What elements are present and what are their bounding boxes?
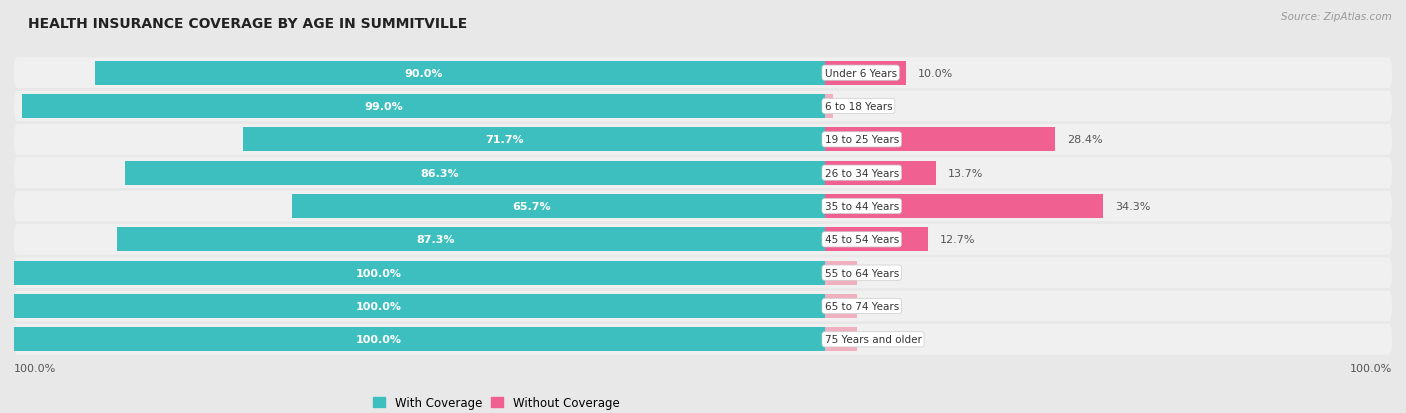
Text: 100.0%: 100.0%: [14, 363, 56, 373]
Text: 100.0%: 100.0%: [356, 268, 402, 278]
Bar: [292, 195, 824, 218]
FancyBboxPatch shape: [14, 291, 1392, 322]
Text: HEALTH INSURANCE COVERAGE BY AGE IN SUMMITVILLE: HEALTH INSURANCE COVERAGE BY AGE IN SUMM…: [28, 17, 467, 31]
Text: 28.4%: 28.4%: [1067, 135, 1102, 145]
Bar: [125, 161, 824, 185]
Text: 35 to 44 Years: 35 to 44 Years: [824, 202, 898, 211]
Text: 99.0%: 99.0%: [364, 102, 402, 112]
FancyBboxPatch shape: [14, 258, 1392, 288]
Bar: [14, 328, 824, 351]
Text: 100.0%: 100.0%: [356, 335, 402, 344]
Bar: [824, 95, 832, 119]
FancyBboxPatch shape: [14, 324, 1392, 355]
Text: 65.7%: 65.7%: [512, 202, 551, 211]
Text: 0.0%: 0.0%: [869, 335, 897, 344]
Bar: [824, 294, 858, 318]
Text: 86.3%: 86.3%: [420, 168, 460, 178]
Bar: [117, 228, 824, 252]
Text: 13.7%: 13.7%: [948, 168, 983, 178]
Bar: [824, 261, 858, 285]
Text: 100.0%: 100.0%: [1350, 363, 1392, 373]
Text: 6 to 18 Years: 6 to 18 Years: [824, 102, 893, 112]
Text: 10.0%: 10.0%: [918, 69, 953, 78]
FancyBboxPatch shape: [14, 158, 1392, 189]
Bar: [14, 261, 824, 285]
FancyBboxPatch shape: [14, 125, 1392, 155]
Text: 87.3%: 87.3%: [416, 235, 454, 245]
Bar: [824, 328, 858, 351]
Text: 19 to 25 Years: 19 to 25 Years: [824, 135, 898, 145]
Bar: [824, 62, 905, 85]
Bar: [824, 128, 1054, 152]
Text: 34.3%: 34.3%: [1115, 202, 1150, 211]
Text: 26 to 34 Years: 26 to 34 Years: [824, 168, 898, 178]
FancyBboxPatch shape: [14, 191, 1392, 222]
Text: 12.7%: 12.7%: [939, 235, 976, 245]
FancyBboxPatch shape: [14, 224, 1392, 255]
Text: 0.0%: 0.0%: [869, 301, 897, 311]
Text: 0.0%: 0.0%: [869, 268, 897, 278]
Text: 75 Years and older: 75 Years and older: [824, 335, 921, 344]
FancyBboxPatch shape: [14, 91, 1392, 122]
Bar: [243, 128, 824, 152]
Text: Under 6 Years: Under 6 Years: [824, 69, 897, 78]
Bar: [96, 62, 824, 85]
FancyBboxPatch shape: [14, 58, 1392, 89]
Bar: [824, 161, 935, 185]
Bar: [22, 95, 824, 119]
Text: 45 to 54 Years: 45 to 54 Years: [824, 235, 898, 245]
Text: 1.0%: 1.0%: [845, 102, 873, 112]
Text: 90.0%: 90.0%: [404, 69, 443, 78]
Bar: [14, 294, 824, 318]
Text: Source: ZipAtlas.com: Source: ZipAtlas.com: [1281, 12, 1392, 22]
Text: 65 to 74 Years: 65 to 74 Years: [824, 301, 898, 311]
Bar: [824, 195, 1102, 218]
Text: 71.7%: 71.7%: [485, 135, 524, 145]
Text: 55 to 64 Years: 55 to 64 Years: [824, 268, 898, 278]
Bar: [824, 228, 928, 252]
Legend: With Coverage, Without Coverage: With Coverage, Without Coverage: [368, 392, 624, 413]
Text: 100.0%: 100.0%: [356, 301, 402, 311]
